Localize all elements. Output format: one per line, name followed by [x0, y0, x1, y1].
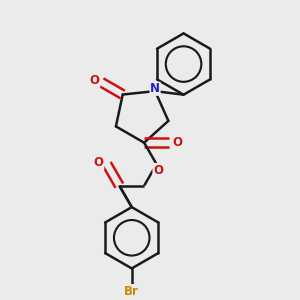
Text: O: O: [90, 74, 100, 87]
Text: O: O: [172, 136, 182, 149]
Text: N: N: [150, 82, 160, 95]
Text: Br: Br: [124, 285, 139, 298]
Text: O: O: [94, 156, 104, 169]
Text: O: O: [153, 164, 163, 176]
